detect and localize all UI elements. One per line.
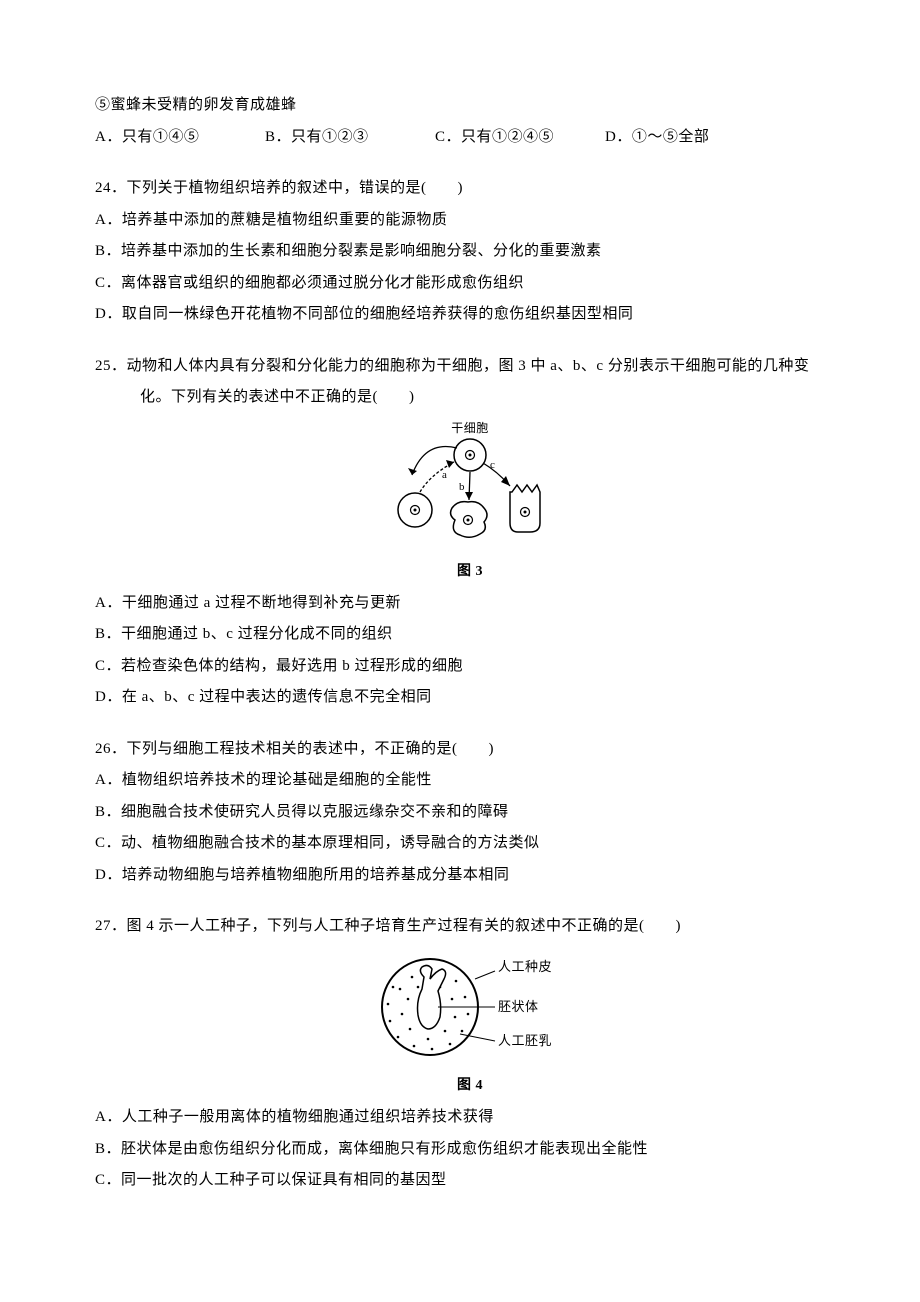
fig3-label-a: a bbox=[442, 469, 447, 481]
q24-opt-c: C．离体器官或组织的细胞都必须通过脱分化才能形成愈伤组织 bbox=[95, 268, 845, 300]
q25-figure-caption: 图 3 bbox=[95, 557, 845, 586]
q24-stem: 24．下列关于植物组织培养的叙述中，错误的是( ) bbox=[95, 173, 845, 205]
q27-figure: 人工种皮 胚状体 人工胚乳 图 4 bbox=[95, 949, 845, 1100]
q26-opt-b: B．细胞融合技术使研究人员得以克服远缘杂交不亲和的障碍 bbox=[95, 797, 845, 829]
q25-opt-a: A．干细胞通过 a 过程不断地得到补充与更新 bbox=[95, 588, 845, 620]
q27-stem: 27．图 4 示一人工种子，下列与人工种子培育生产过程有关的叙述中不正确的是( … bbox=[95, 911, 845, 943]
fig4-label-embryo: 胚状体 bbox=[498, 999, 539, 1014]
q25-stem-line2: 化。下列有关的表述中不正确的是( ) bbox=[95, 382, 845, 414]
fig3-label-b: b bbox=[459, 481, 465, 493]
q26-stem: 26．下列与细胞工程技术相关的表述中，不正确的是( ) bbox=[95, 734, 845, 766]
q26-opt-a: A．植物组织培养技术的理论基础是细胞的全能性 bbox=[95, 765, 845, 797]
q23-opt-d: D．①～⑤全部 bbox=[605, 122, 775, 154]
q24-opt-b: B．培养基中添加的生长素和细胞分裂素是影响细胞分裂、分化的重要激素 bbox=[95, 236, 845, 268]
q23-opt-b: B．只有①②③ bbox=[265, 122, 435, 154]
fig4-label-endosperm: 人工胚乳 bbox=[498, 1033, 552, 1048]
q27-figure-caption: 图 4 bbox=[95, 1071, 845, 1100]
q27-opt-c: C．同一批次的人工种子可以保证具有相同的基因型 bbox=[95, 1165, 845, 1197]
q26-opt-d: D．培养动物细胞与培养植物细胞所用的培养基成分基本相同 bbox=[95, 860, 845, 892]
q23-item5: ⑤蜜蜂未受精的卵发育成雄蜂 bbox=[95, 90, 845, 122]
q23-options: A．只有①④⑤ B．只有①②③ C．只有①②④⑤ D．①～⑤全部 bbox=[95, 122, 845, 154]
q27-diagram-svg: 人工种皮 胚状体 人工胚乳 bbox=[360, 949, 580, 1069]
fig4-label-coat: 人工种皮 bbox=[498, 959, 552, 974]
q26-opt-c: C．动、植物细胞融合技术的基本原理相同，诱导融合的方法类似 bbox=[95, 828, 845, 860]
q25-figure: 干细胞 a b c 图 3 bbox=[95, 420, 845, 586]
q25-stem-line1: 25．动物和人体内具有分裂和分化能力的细胞称为干细胞，图 3 中 a、b、c 分… bbox=[95, 351, 845, 383]
q27-opt-b: B．胚状体是由愈伤组织分化而成，离体细胞只有形成愈伤组织才能表现出全能性 bbox=[95, 1134, 845, 1166]
q24-opt-d: D．取自同一株绿色开花植物不同部位的细胞经培养获得的愈伤组织基因型相同 bbox=[95, 299, 845, 331]
q25-opt-b: B．干细胞通过 b、c 过程分化成不同的组织 bbox=[95, 619, 845, 651]
q24-opt-a: A．培养基中添加的蔗糖是植物组织重要的能源物质 bbox=[95, 205, 845, 237]
q25-opt-c: C．若检查染色体的结构，最好选用 b 过程形成的细胞 bbox=[95, 651, 845, 683]
q25-opt-d: D．在 a、b、c 过程中表达的遗传信息不完全相同 bbox=[95, 682, 845, 714]
q23-opt-c: C．只有①②④⑤ bbox=[435, 122, 605, 154]
q23-opt-a: A．只有①④⑤ bbox=[95, 122, 265, 154]
q27-opt-a: A．人工种子一般用离体的植物细胞通过组织培养技术获得 bbox=[95, 1102, 845, 1134]
fig3-top-label: 干细胞 bbox=[451, 421, 489, 435]
fig3-label-c: c bbox=[490, 459, 495, 471]
q25-diagram-svg: 干细胞 a b c bbox=[370, 420, 570, 555]
